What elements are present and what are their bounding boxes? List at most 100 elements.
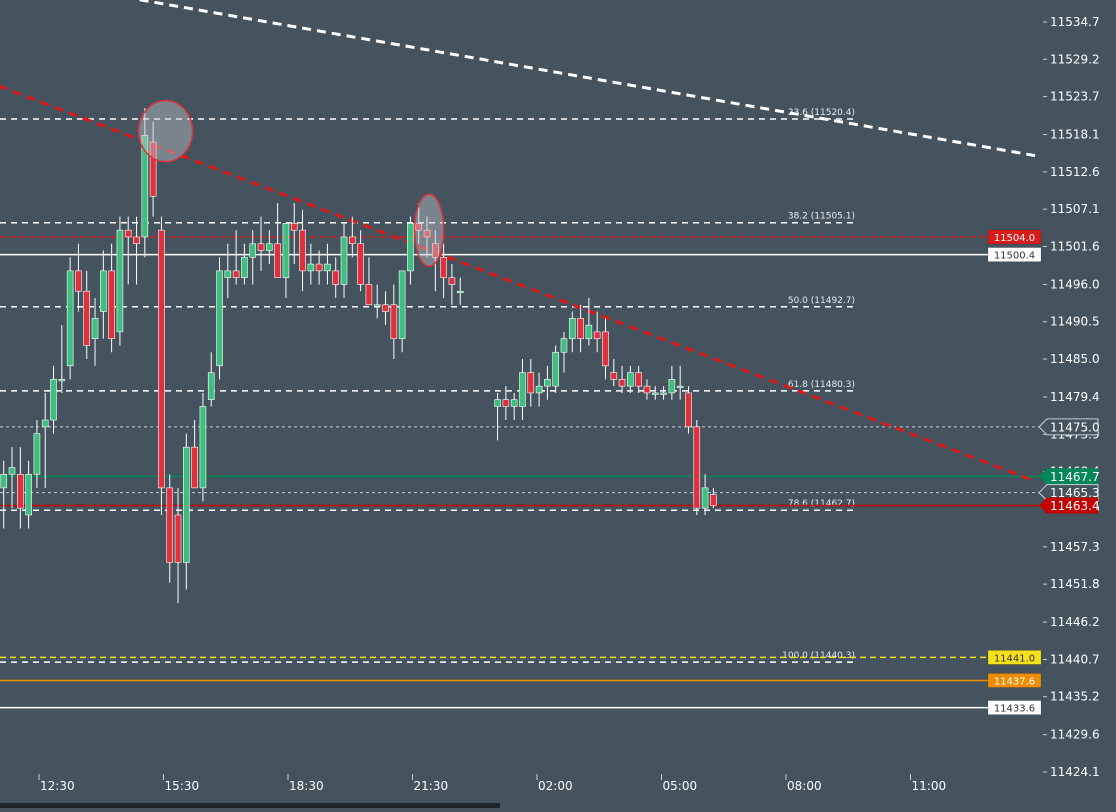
candle-body xyxy=(282,223,290,278)
candle-body xyxy=(8,467,16,475)
price-tag-label: 11465.3 xyxy=(1050,486,1100,500)
y-tick-label: 11424.1 xyxy=(1050,765,1100,779)
candle-body xyxy=(432,243,439,258)
price-tag: 11463.4 xyxy=(1039,497,1100,514)
fib-levels-layer: 23.6 (11520.4) 38.2 (11505.1) 50.0 (11492.… xyxy=(0,108,857,663)
red-trendline xyxy=(0,84,1036,483)
candle-body xyxy=(568,318,576,339)
bull-candle xyxy=(519,359,526,421)
candle-body xyxy=(141,134,149,238)
y-tick-label: 11479.4 xyxy=(1050,390,1100,404)
candle-body xyxy=(502,399,510,407)
candle-body xyxy=(91,318,99,339)
y-tick-label: 11446.2 xyxy=(1050,615,1100,629)
price-tag-label: 11467.7 xyxy=(1050,470,1100,484)
price-tag-box xyxy=(987,673,1042,688)
price-tags-layer: 11504.0 11500.4 11475.0 11467.7 11465.311463… xyxy=(987,229,1100,715)
bull-candle xyxy=(58,325,66,393)
bear-candle xyxy=(643,379,651,400)
price-tag: 11467.7 xyxy=(1039,468,1100,485)
candle-body xyxy=(133,236,140,245)
candle-body xyxy=(382,304,389,312)
y-axis: 11534.7 11529.2 11523.7 11518.1 11512.6 11507… xyxy=(1043,15,1100,779)
candle-body xyxy=(340,236,348,285)
candle-body xyxy=(83,290,91,346)
price-tag: 11465.3 xyxy=(1038,484,1100,502)
bear-candle xyxy=(332,257,340,298)
bear-candle xyxy=(365,257,373,306)
bull-candle xyxy=(568,311,576,353)
x-tick-label: 15:30 xyxy=(165,779,200,793)
bear-candle xyxy=(602,318,609,380)
fib-level-label: 50.0 (11492.7) xyxy=(788,296,855,306)
bear-candle xyxy=(415,203,423,244)
candle-body xyxy=(390,304,398,339)
bull-candle xyxy=(41,392,49,488)
candle-body xyxy=(593,331,601,339)
bull-candle xyxy=(207,352,215,407)
price-tag-box xyxy=(1039,468,1098,485)
candle-body xyxy=(124,229,132,238)
candle-body xyxy=(668,379,676,394)
candle-body xyxy=(415,223,423,231)
candle-body xyxy=(693,426,701,509)
price-tag-box xyxy=(1038,418,1099,436)
price-tag: 11441.0 xyxy=(987,650,1042,665)
candle-body xyxy=(332,270,340,285)
candle-body xyxy=(307,263,315,272)
candle-body xyxy=(552,351,559,387)
candle-body xyxy=(174,514,182,563)
candle-body xyxy=(373,304,381,307)
price-tag-box xyxy=(1039,497,1098,514)
price-tag: 11433.6 xyxy=(987,700,1042,715)
candle-body xyxy=(25,474,32,516)
bear-candle xyxy=(593,311,601,353)
price-tag-box xyxy=(987,700,1042,715)
bear-candle xyxy=(315,250,323,285)
price-tag-label: 11500.4 xyxy=(994,251,1035,262)
horizontal-scrollbar xyxy=(0,803,500,808)
candle-body xyxy=(527,372,535,394)
bull-candle xyxy=(560,331,568,373)
candle-body xyxy=(510,399,518,407)
bull-candle xyxy=(50,365,57,434)
y-tick-label: 11435.2 xyxy=(1050,690,1100,704)
bear-candle xyxy=(133,216,140,285)
highlight-ellipse xyxy=(137,99,194,163)
bear-candle xyxy=(257,216,265,271)
bear-candle xyxy=(432,230,439,292)
candle-body xyxy=(618,379,626,387)
fib-level-label: 61.8 (11480.3) xyxy=(788,380,855,390)
y-tick-label: 11490.5 xyxy=(1050,315,1100,329)
price-tag-label: 11475.0 xyxy=(1050,420,1100,434)
candle-body xyxy=(241,257,248,278)
price-tag-box xyxy=(987,650,1042,665)
x-axis: 12:30 15:30 18:30 21:30 02:00 05:00 08:00 11:00 xyxy=(0,774,946,808)
price-tag-box xyxy=(987,229,1042,245)
bear-candle xyxy=(274,203,281,278)
candle-body xyxy=(116,229,124,333)
candle-body xyxy=(149,141,157,197)
price-tag: 11437.6 xyxy=(987,673,1042,688)
bear-candle xyxy=(382,291,389,326)
bear-candle xyxy=(577,304,584,353)
bull-candle xyxy=(668,365,676,400)
candle-body xyxy=(191,446,198,489)
y-tick-label: 11440.7 xyxy=(1050,652,1100,666)
bear-candle xyxy=(685,386,692,434)
y-tick-label: 11496.0 xyxy=(1050,277,1100,291)
candle-body xyxy=(100,270,107,312)
candle-body xyxy=(0,474,8,489)
bull-candle xyxy=(552,345,559,393)
x-tick-label: 12:30 xyxy=(40,779,75,793)
fib-level-label: 78.6 (11462.7) xyxy=(788,499,855,509)
bear-candle xyxy=(357,230,364,292)
trendlines-layer xyxy=(0,0,1036,483)
highlight-ellipse xyxy=(413,193,445,267)
bear-candle xyxy=(527,359,535,407)
candle-body xyxy=(274,243,281,278)
candle-body xyxy=(602,331,609,367)
